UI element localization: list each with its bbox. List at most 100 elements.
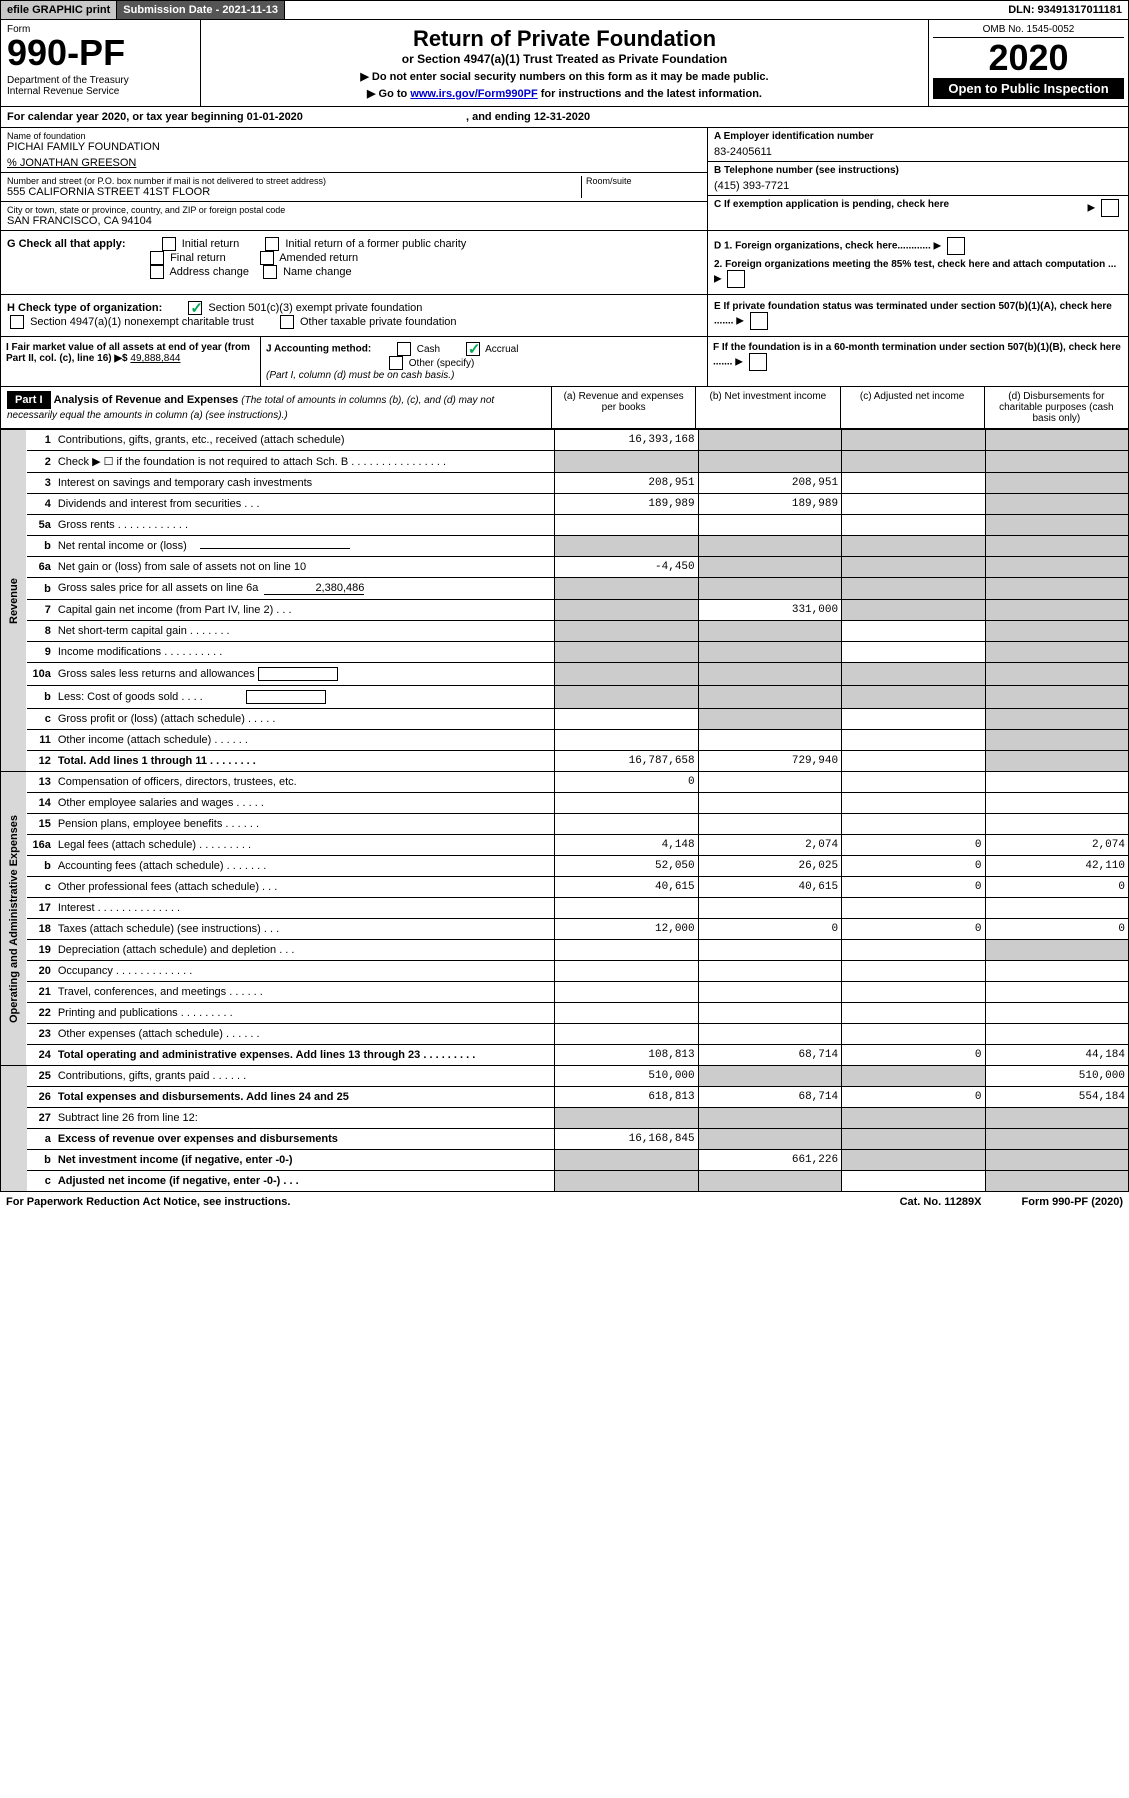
form-ref: Form 990-PF (2020) <box>1022 1196 1123 1208</box>
section-i-j-f: I Fair market value of all assets at end… <box>0 337 1129 387</box>
dln-number: DLN: 93491317011181 <box>1002 1 1128 19</box>
line-10b: Less: Cost of goods sold . . . . <box>55 686 555 709</box>
other-taxable-checkbox[interactable] <box>280 315 294 329</box>
line-16c: Other professional fees (attach schedule… <box>55 877 555 898</box>
e-label: E If private foundation status was termi… <box>714 301 1112 327</box>
name-change-checkbox[interactable] <box>263 265 277 279</box>
line-19: Depreciation (attach schedule) and deple… <box>55 940 555 961</box>
ein-value: 83-2405611 <box>714 146 1122 158</box>
top-bar: efile GRAPHIC print Submission Date - 20… <box>0 0 1129 20</box>
tax-year: 2020 <box>933 38 1124 78</box>
part1-header: Part I Analysis of Revenue and Expenses … <box>0 387 1129 429</box>
line-13: Compensation of officers, directors, tru… <box>55 772 555 793</box>
col-d-header: (d) Disbursements for charitable purpose… <box>984 387 1128 428</box>
footer: For Paperwork Reduction Act Notice, see … <box>0 1192 1129 1212</box>
col-a-header: (a) Revenue and expenses per books <box>551 387 695 428</box>
fmv-value: 49,888,844 <box>130 353 180 364</box>
exemption-label: C If exemption application is pending, c… <box>714 199 949 210</box>
other-method-checkbox[interactable] <box>389 356 403 370</box>
paperwork-notice: For Paperwork Reduction Act Notice, see … <box>6 1196 290 1208</box>
line-12: Total. Add lines 1 through 11 . . . . . … <box>55 751 555 772</box>
phone-label: B Telephone number (see instructions) <box>714 165 1122 176</box>
line-3: Interest on savings and temporary cash i… <box>55 473 555 494</box>
accrual-checkbox[interactable] <box>466 342 480 356</box>
501c3-checkbox[interactable] <box>188 301 202 315</box>
form-note1: ▶ Do not enter social security numbers o… <box>207 70 922 83</box>
d1-label: D 1. Foreign organizations, check here..… <box>714 241 931 252</box>
room-label: Room/suite <box>586 176 701 186</box>
section-g-d: G Check all that apply: Initial return I… <box>0 231 1129 295</box>
foundation-name: PICHAI FAMILY FOUNDATION <box>7 141 701 153</box>
line-2: Check ▶ ☐ if the foundation is not requi… <box>55 451 555 473</box>
form-header: Form 990-PF Department of the Treasury I… <box>0 20 1129 107</box>
omb-number: OMB No. 1545-0052 <box>933 24 1124 38</box>
line-9: Income modifications . . . . . . . . . . <box>55 642 555 663</box>
line-23: Other expenses (attach schedule) . . . .… <box>55 1024 555 1045</box>
identification-block: Name of foundation PICHAI FAMILY FOUNDAT… <box>0 128 1129 231</box>
line-6b: Gross sales price for all assets on line… <box>55 578 555 600</box>
form-note2: ▶ Go to www.irs.gov/Form990PF for instru… <box>207 87 922 100</box>
ein-label: A Employer identification number <box>714 131 1122 142</box>
line-10a: Gross sales less returns and allowances <box>55 663 555 686</box>
part1-title: Analysis of Revenue and Expenses <box>54 394 239 406</box>
f-checkbox[interactable] <box>749 353 767 371</box>
f-label: F If the foundation is in a 60-month ter… <box>713 342 1121 368</box>
line-27b: Net investment income (if negative, ente… <box>55 1150 555 1171</box>
line-11: Other income (attach schedule) . . . . .… <box>55 730 555 751</box>
j-label: J Accounting method: <box>266 344 371 355</box>
d1-checkbox[interactable] <box>947 237 965 255</box>
line-22: Printing and publications . . . . . . . … <box>55 1003 555 1024</box>
line-21: Travel, conferences, and meetings . . . … <box>55 982 555 1003</box>
cat-no: Cat. No. 11289X <box>900 1196 982 1208</box>
form-title: Return of Private Foundation <box>207 26 922 52</box>
dept-label: Department of the Treasury Internal Reve… <box>7 75 194 97</box>
line-17: Interest . . . . . . . . . . . . . . <box>55 898 555 919</box>
final-return-checkbox[interactable] <box>150 251 164 265</box>
line-25: Contributions, gifts, grants paid . . . … <box>55 1066 555 1087</box>
part1-label: Part I <box>7 391 51 409</box>
line-7: Capital gain net income (from Part IV, l… <box>55 600 555 621</box>
cash-checkbox[interactable] <box>397 342 411 356</box>
amended-checkbox[interactable] <box>260 251 274 265</box>
line-15: Pension plans, employee benefits . . . .… <box>55 814 555 835</box>
g-label: G Check all that apply: <box>7 238 126 250</box>
line-10c: Gross profit or (loss) (attach schedule)… <box>55 709 555 730</box>
open-inspection: Open to Public Inspection <box>933 78 1124 99</box>
revenue-label: Revenue <box>1 430 27 772</box>
line-1: Contributions, gifts, grants, etc., rece… <box>55 430 555 451</box>
line-5b: Net rental income or (loss) <box>55 536 555 557</box>
line-24: Total operating and administrative expen… <box>55 1045 555 1066</box>
line-27a: Excess of revenue over expenses and disb… <box>55 1129 555 1150</box>
line-4: Dividends and interest from securities .… <box>55 494 555 515</box>
col-c-header: (c) Adjusted net income <box>840 387 984 428</box>
d2-checkbox[interactable] <box>727 270 745 288</box>
phone-value: (415) 393-7721 <box>714 180 1122 192</box>
efile-label: efile GRAPHIC print <box>1 1 117 19</box>
line-6a: Net gain or (loss) from sale of assets n… <box>55 557 555 578</box>
section-h-e: H Check type of organization: Section 50… <box>0 295 1129 337</box>
calendar-year-row: For calendar year 2020, or tax year begi… <box>0 107 1129 128</box>
initial-return-checkbox[interactable] <box>162 237 176 251</box>
care-of: % JONATHAN GREESON <box>7 157 701 169</box>
line-16b: Accounting fees (attach schedule) . . . … <box>55 856 555 877</box>
form-number: 990-PF <box>7 35 194 71</box>
submission-date: Submission Date - 2021-11-13 <box>117 1 285 19</box>
line-16a: Legal fees (attach schedule) . . . . . .… <box>55 835 555 856</box>
line-20: Occupancy . . . . . . . . . . . . . <box>55 961 555 982</box>
irs-link[interactable]: www.irs.gov/Form990PF <box>410 88 537 100</box>
line-26: Total expenses and disbursements. Add li… <box>55 1087 555 1108</box>
h-label: H Check type of organization: <box>7 302 162 314</box>
street-address: 555 CALIFORNIA STREET 41ST FLOOR <box>7 186 581 198</box>
oae-label: Operating and Administrative Expenses <box>1 772 27 1066</box>
i-label: I Fair market value of all assets at end… <box>6 342 250 364</box>
city-state-zip: SAN FRANCISCO, CA 94104 <box>7 215 701 227</box>
line-8: Net short-term capital gain . . . . . . … <box>55 621 555 642</box>
address-change-checkbox[interactable] <box>150 265 164 279</box>
analysis-table: Revenue 1Contributions, gifts, grants, e… <box>0 429 1129 1192</box>
exemption-checkbox[interactable] <box>1101 199 1119 217</box>
e-checkbox[interactable] <box>750 312 768 330</box>
d2-label: 2. Foreign organizations meeting the 85%… <box>714 259 1116 270</box>
name-label: Name of foundation <box>7 131 701 141</box>
4947-checkbox[interactable] <box>10 315 24 329</box>
initial-former-checkbox[interactable] <box>265 237 279 251</box>
